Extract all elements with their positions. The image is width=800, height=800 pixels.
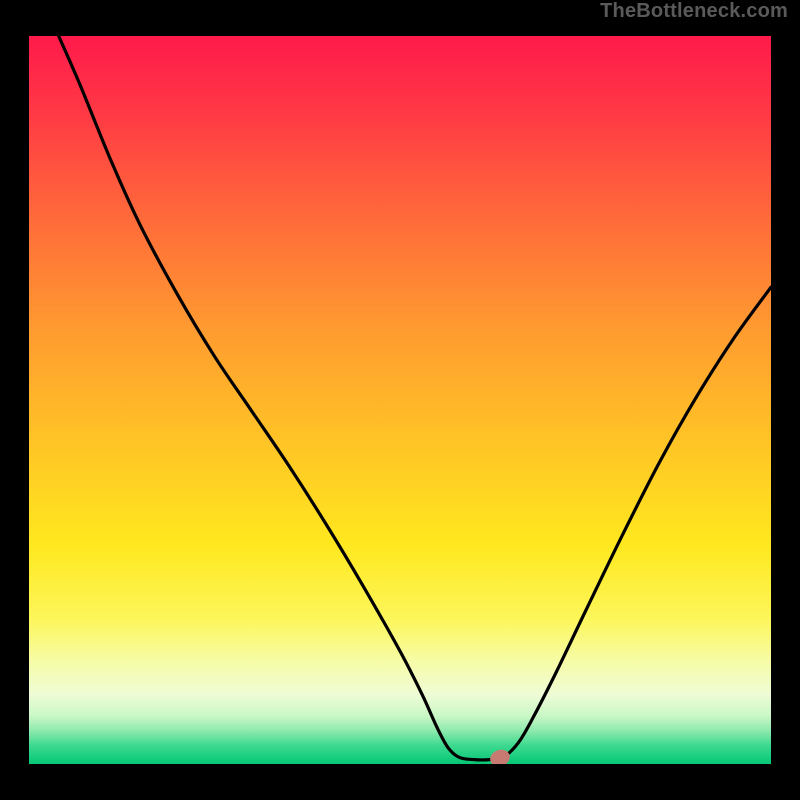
bottleneck-curve <box>29 36 771 764</box>
chart-stage: TheBottleneck.com <box>0 0 800 800</box>
plot-area <box>29 36 771 764</box>
watermark-text: TheBottleneck.com <box>600 0 788 23</box>
curve-path <box>59 36 771 760</box>
